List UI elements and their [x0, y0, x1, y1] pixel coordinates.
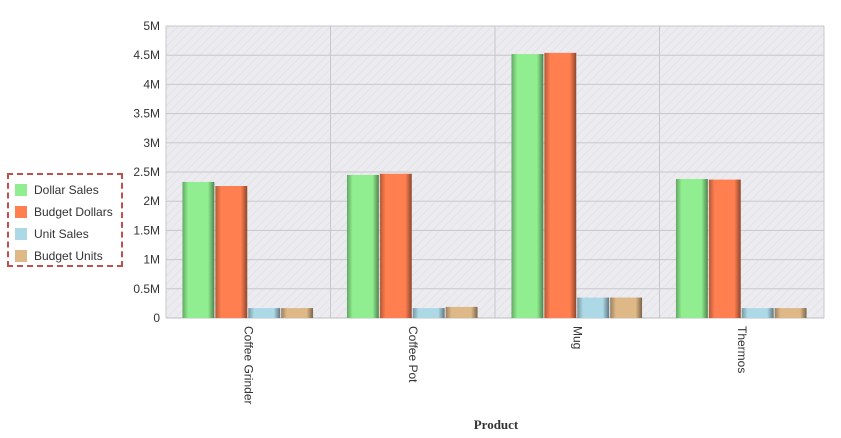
legend-item: Unit Sales [15, 223, 121, 245]
y-tick-label: 3.5M [133, 107, 160, 121]
y-tick-label: 4.5M [133, 48, 160, 62]
bar-unit-sales [412, 308, 445, 318]
y-tick-label: 3M [143, 136, 160, 150]
x-axis-title: Product [474, 417, 519, 432]
bar-budget-units [281, 308, 314, 318]
y-tick-label: 4M [143, 77, 160, 91]
bar-dollar-sales [511, 54, 544, 318]
bar-dollar-sales [675, 179, 708, 318]
bar-budget-units [610, 297, 643, 318]
bar-unit-sales [248, 308, 281, 318]
bar-budget-units [774, 308, 807, 318]
x-tick-label: Thermos [735, 326, 749, 373]
bar-unit-sales [741, 308, 774, 318]
legend-label: Dollar Sales [34, 183, 99, 197]
bar-budget-units [445, 306, 478, 318]
legend: Dollar Sales Budget Dollars Unit Sales Budg… [7, 173, 123, 267]
bar-budget-dollars [708, 179, 741, 318]
y-tick-label: 2M [143, 194, 160, 208]
bar-dollar-sales [346, 174, 379, 318]
bar-unit-sales [577, 297, 610, 318]
legend-swatch [15, 184, 27, 196]
bar-budget-dollars [544, 52, 577, 318]
legend-label: Budget Units [34, 249, 103, 263]
y-tick-label: 0 [153, 311, 160, 325]
bar-dollar-sales [182, 181, 215, 318]
legend-swatch [15, 228, 27, 240]
legend-swatch [15, 206, 27, 218]
legend-label: Budget Dollars [34, 205, 113, 219]
bar-budget-dollars [379, 173, 412, 318]
legend-swatch [15, 250, 27, 262]
y-tick-label: 5M [143, 19, 160, 33]
bar-budget-dollars [215, 186, 248, 318]
y-tick-label: 0.5M [133, 282, 160, 296]
y-tick-label: 1.5M [133, 223, 160, 237]
x-tick-label: Coffee Grinder [241, 326, 255, 405]
legend-label: Unit Sales [34, 227, 89, 241]
legend-item: Budget Units [15, 245, 121, 267]
legend-item: Dollar Sales [15, 179, 121, 201]
x-tick-label: Coffee Pot [406, 326, 420, 383]
y-tick-label: 1M [143, 253, 160, 267]
x-tick-label: Mug [570, 326, 584, 349]
legend-item: Budget Dollars [15, 201, 121, 223]
y-tick-label: 2.5M [133, 165, 160, 179]
